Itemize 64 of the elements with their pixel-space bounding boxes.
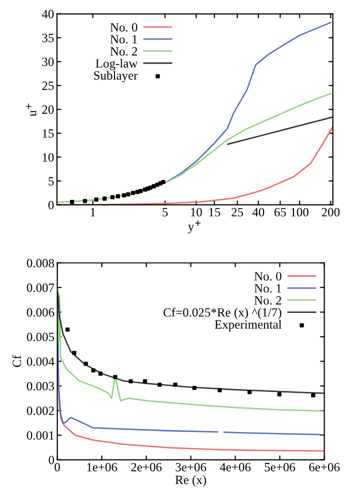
y-tick-label: 35 <box>42 34 54 42</box>
point <box>247 390 252 394</box>
y-tick-label: 25 <box>42 82 54 90</box>
y-tick-label: 10 <box>42 153 54 162</box>
y-tick-label: 0.007 <box>26 284 54 292</box>
y-tick-label: 0.006 <box>26 308 54 317</box>
x-tick-label: 5e+06 <box>264 462 296 472</box>
y-tick-label: 0.004 <box>26 357 54 366</box>
x-tick-label: 200 <box>322 208 340 216</box>
point <box>218 388 222 392</box>
x-tick-label: 6e+06 <box>309 462 340 472</box>
x-axis-title: y$^{+}$ <box>188 220 201 234</box>
x-tick-label: 1 <box>90 208 96 216</box>
y-tick-label: 0.003 <box>26 382 54 390</box>
x-tick-label: 4e+06 <box>220 462 251 472</box>
point <box>192 386 196 390</box>
point <box>84 362 88 366</box>
y-tick-label: 0.002 <box>26 406 54 416</box>
legend-label: No. 1 <box>254 284 282 293</box>
y-tick-label: 15 <box>42 129 54 138</box>
point <box>173 382 178 387</box>
x-tick-label: 1e+06 <box>87 462 118 472</box>
y-tick-label: 5 <box>48 177 54 186</box>
legend-label: No. 2 <box>254 296 282 305</box>
point <box>91 368 96 373</box>
x-tick-label: 3e+06 <box>176 462 206 472</box>
x-tick-label: 2e+06 <box>131 462 162 472</box>
x-tick-label: 40 <box>252 208 264 216</box>
point <box>128 379 133 384</box>
x-tick-label: 0 <box>54 462 60 472</box>
point <box>158 382 162 387</box>
point <box>277 392 282 396</box>
y-tick-label: 20 <box>42 105 54 114</box>
y-axis-title: u$^{+}$ <box>26 104 36 116</box>
y-tick-label: 30 <box>42 58 54 66</box>
y-tick-label: 0.001 <box>26 431 54 440</box>
point <box>113 375 118 380</box>
x-tick-label: 100 <box>291 208 308 216</box>
line-series <box>57 294 324 412</box>
point <box>72 350 76 356</box>
legend-label: No. 0 <box>110 23 138 32</box>
legend-label: Sublayer <box>94 70 138 82</box>
point <box>98 372 103 376</box>
y-tick-label: 0 <box>48 200 54 210</box>
legend-label: No. 1 <box>110 35 137 44</box>
legend-label: Cf=0.025*Re (x) ^(1/7) <box>164 308 282 320</box>
y-tick-label: 0.008 <box>26 258 54 268</box>
legend-label: Experimental <box>214 320 282 332</box>
x-tick-label: 25 <box>232 208 244 216</box>
x-axis-title: Re (x) <box>175 475 206 487</box>
legend-label: No. 0 <box>254 272 282 281</box>
x-tick-label: 15 <box>209 208 220 216</box>
point <box>142 379 148 384</box>
point <box>311 393 316 398</box>
x-tick-label: 65 <box>274 208 286 216</box>
legend-label: Log-law <box>96 58 138 70</box>
y-tick-label: 0.005 <box>26 332 54 342</box>
y-tick-label: 0 <box>48 456 54 464</box>
y-tick-label: 40 <box>42 10 54 18</box>
x-tick-label: 5 <box>162 208 168 216</box>
legend-label: No. 2 <box>110 47 138 56</box>
x-tick-label: 10 <box>191 208 202 216</box>
y-axis-title: Cf <box>12 355 22 368</box>
point <box>65 328 70 332</box>
